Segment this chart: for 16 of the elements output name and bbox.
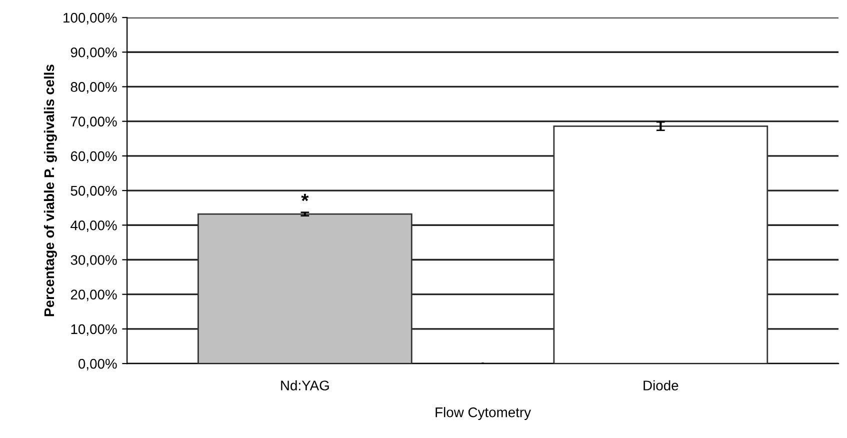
y-axis-title: Percentage of viable P. gingivalis cells	[44, 64, 57, 316]
x-tick-label: Nd:YAG	[281, 380, 329, 390]
y-tick-label: 60,00%	[70, 151, 117, 163]
x-axis-title: Flow Cytometry	[436, 407, 531, 420]
y-tick-label: 50,00%	[70, 186, 117, 198]
y-tick-label: 90,00%	[70, 47, 117, 59]
y-tick-label: 80,00%	[70, 82, 117, 94]
y-tick-label: 10,00%	[71, 324, 117, 336]
y-tick-label: 70,00%	[70, 116, 117, 128]
y-tick-label: 100,00%	[64, 12, 117, 24]
annotation: *	[301, 194, 309, 202]
y-tick-label: 0,00%	[78, 358, 117, 370]
y-tick-label: 30,00%	[70, 255, 117, 267]
y-tick-label: 40,00%	[70, 220, 117, 232]
x-tick-label: Diode	[644, 380, 678, 390]
y-tick-label: 20,00%	[70, 290, 117, 302]
